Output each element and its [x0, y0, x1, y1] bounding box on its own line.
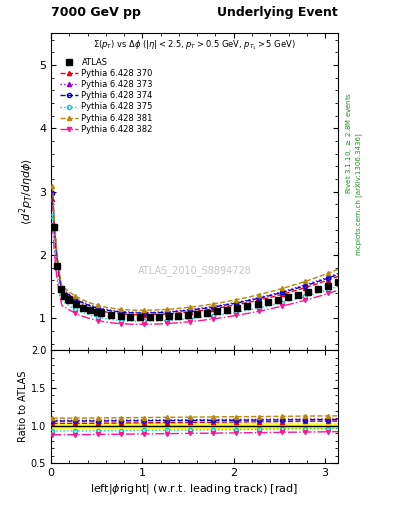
Text: Underlying Event: Underlying Event: [217, 6, 338, 19]
Text: ATLAS_2010_S8894728: ATLAS_2010_S8894728: [138, 266, 252, 276]
Text: mcplots.cern.ch [arXiv:1306.3436]: mcplots.cern.ch [arXiv:1306.3436]: [356, 134, 362, 255]
X-axis label: left|$\phi$right| (w.r.t. leading track) [rad]: left|$\phi$right| (w.r.t. leading track)…: [90, 482, 299, 497]
Y-axis label: $\langle d^2 p_T / d\eta d\phi \rangle$: $\langle d^2 p_T / d\eta d\phi \rangle$: [18, 158, 36, 225]
Legend: ATLAS, Pythia 6.428 370, Pythia 6.428 373, Pythia 6.428 374, Pythia 6.428 375, P: ATLAS, Pythia 6.428 370, Pythia 6.428 37…: [58, 56, 154, 135]
Text: $\Sigma(p_T)$ vs $\Delta\phi$ ($|\eta| < 2.5$, $p_T > 0.5$ GeV, $p_{T_1} > 5$ Ge: $\Sigma(p_T)$ vs $\Delta\phi$ ($|\eta| <…: [93, 38, 296, 52]
Text: Rivet 3.1.10, $\geq$ 2.8M events: Rivet 3.1.10, $\geq$ 2.8M events: [344, 92, 354, 195]
Text: 7000 GeV pp: 7000 GeV pp: [51, 6, 141, 19]
Y-axis label: Ratio to ATLAS: Ratio to ATLAS: [18, 371, 28, 442]
